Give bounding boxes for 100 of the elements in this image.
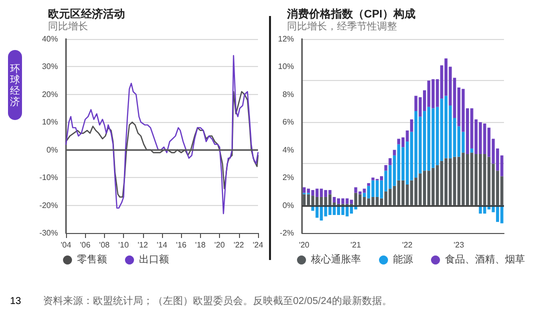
text: 13 (10, 296, 22, 307)
x-tick-label: '20 (298, 240, 310, 250)
bar (371, 180, 374, 197)
x-tick-label: '23 (454, 240, 465, 250)
bar (302, 187, 306, 193)
chart-subtitle: 同比增长，经季节性调整 (287, 20, 397, 32)
line-series (65, 55, 259, 214)
bar (397, 138, 400, 144)
x-tick-label: '06 (80, 240, 91, 250)
bar (427, 106, 430, 171)
bar (427, 80, 430, 107)
x-tick-label: '10 (118, 240, 130, 250)
y-tick-label: 6% (282, 118, 294, 127)
bar (376, 196, 379, 206)
y-tick-label: 12% (278, 34, 294, 44)
bar (448, 158, 452, 206)
bar (436, 165, 439, 206)
bar (470, 152, 474, 206)
y-tick-label: 8% (282, 90, 294, 99)
y-tick-label: 0% (282, 200, 294, 210)
legend-label: 零售额 (77, 254, 107, 266)
legend-label: 能源 (393, 254, 413, 266)
bar (371, 196, 374, 206)
chart-title: 欧元区经济活动 (48, 8, 125, 20)
chart-subtitle: 同比增长 (48, 20, 88, 32)
x-tick-label: '16 (176, 240, 187, 250)
bar (432, 168, 435, 206)
bar (470, 148, 474, 153)
y-tick-label: 20% (42, 90, 58, 99)
bar (320, 196, 323, 206)
y-tick-label: 10% (42, 118, 58, 127)
y-tick-label: -10% (39, 173, 58, 182)
bar (367, 183, 370, 186)
bar (462, 152, 465, 206)
bar (324, 196, 328, 206)
bar (474, 154, 478, 206)
bar (341, 198, 344, 204)
y-tick-label: 40% (42, 34, 58, 44)
bar (440, 98, 444, 161)
bar (316, 188, 319, 197)
bar (376, 180, 379, 197)
chart-title: 消费价格指数（CPI）构成 (286, 8, 416, 20)
bar (478, 154, 482, 206)
bar (388, 158, 392, 166)
bar (483, 154, 486, 206)
bar (457, 156, 460, 206)
bar (410, 180, 414, 206)
y-tick-label: -2% (280, 228, 294, 238)
bar (362, 196, 366, 206)
legend-label: 出口额 (139, 254, 169, 266)
x-tick-label: '24 (252, 240, 264, 250)
bar (328, 194, 332, 206)
bar (414, 178, 418, 206)
y-tick-label: 0% (46, 145, 58, 154)
x-tick-label: '22 (402, 240, 414, 250)
bar (362, 188, 366, 193)
bar (432, 79, 435, 108)
bar (328, 190, 332, 194)
bar (350, 200, 353, 204)
bar (324, 190, 328, 197)
bar (384, 165, 388, 171)
bar (311, 190, 314, 196)
bar (332, 196, 336, 203)
bar (427, 170, 430, 206)
bar (388, 188, 392, 206)
bar (414, 111, 418, 178)
x-tick-label: '22 (234, 240, 245, 250)
y-tick-label: 30% (42, 62, 58, 72)
bar (397, 180, 400, 206)
bar (354, 187, 358, 193)
bar (440, 160, 444, 206)
x-tick-label: '08 (99, 240, 110, 250)
y-tick-label: 2% (282, 173, 294, 182)
bar (483, 124, 486, 154)
bar (418, 173, 422, 206)
bar (453, 156, 456, 206)
y-tick-label: -30% (39, 228, 58, 238)
bar (354, 192, 358, 206)
bar (406, 184, 409, 206)
x-tick-label: '12 (138, 240, 149, 250)
y-tick-label: 4% (282, 145, 294, 154)
x-tick-label: '20 (214, 240, 226, 250)
x-tick-label: '04 (60, 240, 72, 250)
y-tick-label: -20% (39, 200, 58, 210)
y-tick-label: 10% (278, 62, 294, 72)
legend-label: 食品、酒精、烟草 (445, 254, 525, 266)
bar (478, 122, 482, 154)
bar (392, 150, 396, 156)
bar (432, 108, 435, 168)
x-tick-label: '14 (156, 240, 168, 250)
bar (371, 178, 374, 180)
text: 资料来源：欧盟统计局；（左图）欧盟委员会。反映截至02/05/24的最新数据。 (43, 294, 392, 308)
bar (384, 191, 388, 206)
bar (316, 196, 319, 206)
bar (320, 188, 323, 197)
x-tick-label: '18 (195, 240, 206, 250)
text: 环球经济 (9, 64, 21, 108)
bar (367, 198, 370, 206)
legend-label: 核心通胀率 (310, 254, 361, 266)
bar (311, 196, 314, 206)
